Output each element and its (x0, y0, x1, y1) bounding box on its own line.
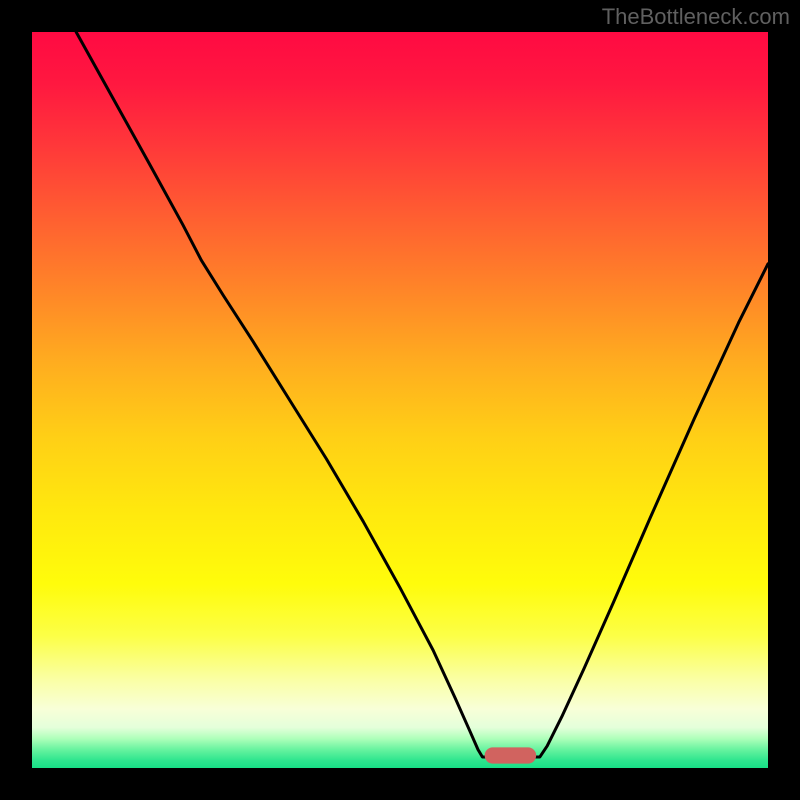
optimal-marker (485, 747, 537, 763)
chart-container: TheBottleneck.com (0, 0, 800, 800)
watermark-text: TheBottleneck.com (602, 4, 790, 30)
plot-area (32, 32, 768, 768)
chart-svg (0, 0, 800, 800)
